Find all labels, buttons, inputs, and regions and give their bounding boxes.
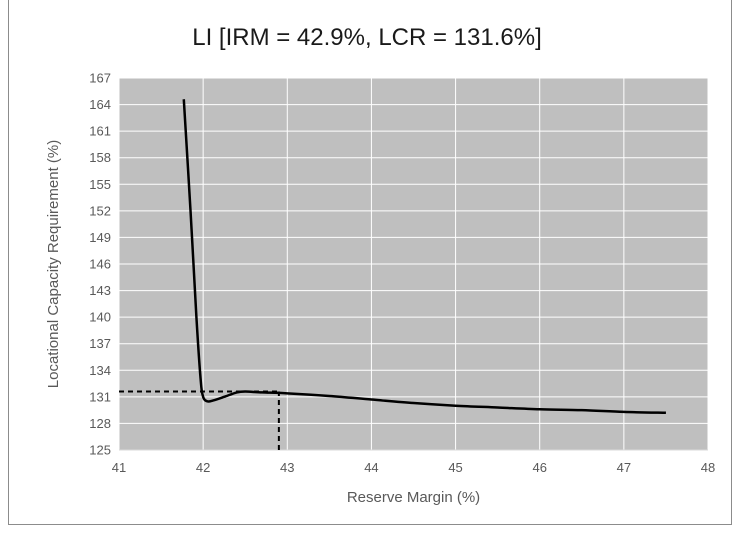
y-tick-label: 134 bbox=[89, 363, 111, 378]
y-tick-label: 140 bbox=[89, 310, 111, 325]
x-tick-label: 41 bbox=[112, 460, 126, 475]
series-line bbox=[182, 99, 666, 415]
y-tick-label: 137 bbox=[89, 336, 111, 351]
x-tick-label: 47 bbox=[617, 460, 631, 475]
x-tick-label: 48 bbox=[701, 460, 715, 475]
y-tick-label: 143 bbox=[89, 283, 111, 298]
x-tick-label: 44 bbox=[364, 460, 378, 475]
y-tick-label: 128 bbox=[89, 416, 111, 431]
y-tick-labels: 125 128 131 134 137 140 143 146 149 152 155 158 161 1… bbox=[89, 71, 111, 458]
y-tick-label: 167 bbox=[89, 71, 111, 86]
x-axis-title: Reserve Margin (%) bbox=[347, 489, 480, 506]
y-tick-label: 164 bbox=[89, 97, 111, 112]
gridlines bbox=[118, 77, 709, 451]
y-tick-label: 125 bbox=[89, 443, 111, 458]
y-tick-label: 149 bbox=[89, 230, 111, 245]
y-tick-label: 161 bbox=[89, 124, 111, 139]
y-tick-label: 152 bbox=[89, 203, 111, 218]
x-tick-label: 45 bbox=[448, 460, 462, 475]
x-tick-label: 43 bbox=[280, 460, 294, 475]
y-axis-title: Locational Capacity Requirement (%) bbox=[45, 140, 62, 388]
y-tick-label: 155 bbox=[89, 177, 111, 192]
y-tick-label: 146 bbox=[89, 257, 111, 272]
x-tick-label: 46 bbox=[532, 460, 546, 475]
reference-lines bbox=[119, 390, 280, 450]
y-tick-label: 158 bbox=[89, 150, 111, 165]
chart-title: LI [IRM = 42.9%, LCR = 131.6%] bbox=[192, 24, 542, 51]
y-tick-label: 131 bbox=[89, 389, 111, 404]
x-tick-labels: 41 42 43 44 45 46 47 48 bbox=[112, 460, 715, 475]
x-tick-label: 42 bbox=[196, 460, 210, 475]
